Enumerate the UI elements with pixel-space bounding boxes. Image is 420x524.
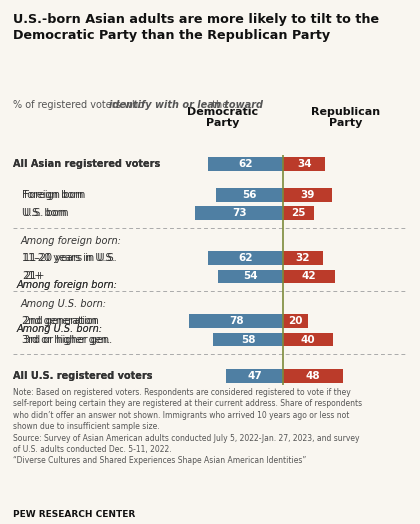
Text: 2nd generation: 2nd generation — [23, 316, 97, 326]
Text: 2nd generation: 2nd generation — [24, 316, 99, 326]
Text: 42: 42 — [302, 271, 316, 281]
Bar — [189, 314, 283, 328]
Bar — [195, 206, 283, 221]
Bar — [283, 369, 343, 383]
Bar — [283, 206, 314, 221]
Bar — [226, 369, 283, 383]
Text: 39: 39 — [300, 190, 315, 200]
Text: All Asian registered voters: All Asian registered voters — [13, 159, 160, 169]
Text: 21+: 21+ — [24, 271, 45, 281]
Text: Among foreign born:: Among foreign born: — [16, 280, 118, 290]
Bar — [208, 252, 283, 265]
Text: 11-20 years in U.S.: 11-20 years in U.S. — [24, 253, 117, 263]
Text: Republican
Party: Republican Party — [311, 107, 380, 128]
Text: 58: 58 — [241, 334, 255, 344]
Text: 54: 54 — [243, 271, 258, 281]
Text: 56: 56 — [242, 190, 257, 200]
Text: PEW RESEARCH CENTER: PEW RESEARCH CENTER — [13, 510, 135, 519]
Text: 78: 78 — [229, 316, 243, 326]
Text: 25: 25 — [291, 209, 306, 219]
Bar — [213, 333, 283, 346]
Bar — [283, 269, 335, 283]
Bar — [283, 333, 333, 346]
Text: 34: 34 — [297, 159, 312, 169]
Text: 3rd or higher gen.: 3rd or higher gen. — [24, 334, 113, 344]
Bar — [283, 157, 326, 171]
Text: 21+: 21+ — [23, 271, 43, 281]
Bar — [218, 269, 283, 283]
Text: Foreign born: Foreign born — [23, 190, 84, 200]
Text: All Asian registered voters: All Asian registered voters — [13, 159, 160, 169]
Text: 20: 20 — [288, 316, 303, 326]
Text: Among foreign born:: Among foreign born: — [16, 280, 118, 290]
Text: Among U.S. born:: Among U.S. born: — [20, 299, 106, 309]
Bar — [283, 314, 308, 328]
Text: 73: 73 — [232, 209, 247, 219]
Text: 47: 47 — [247, 371, 262, 381]
Text: 48: 48 — [306, 371, 320, 381]
Text: Foreign born: Foreign born — [24, 190, 86, 200]
Bar — [215, 188, 283, 202]
Text: Among U.S. born:: Among U.S. born: — [16, 324, 102, 334]
Text: % of registered voters who: % of registered voters who — [13, 100, 147, 110]
Bar — [283, 188, 331, 202]
Text: Among U.S. born:: Among U.S. born: — [16, 324, 102, 334]
Text: Among foreign born:: Among foreign born: — [20, 236, 121, 246]
Bar — [283, 252, 323, 265]
Text: identify with or lean toward: identify with or lean toward — [109, 100, 263, 110]
Text: 11-20 years in U.S.: 11-20 years in U.S. — [23, 253, 115, 263]
Text: 40: 40 — [301, 334, 315, 344]
Text: 62: 62 — [239, 159, 253, 169]
Text: All U.S. registered voters: All U.S. registered voters — [13, 371, 152, 381]
Text: U.S. born: U.S. born — [24, 209, 69, 219]
Text: All U.S. registered voters: All U.S. registered voters — [13, 371, 152, 381]
Text: 32: 32 — [296, 253, 310, 263]
Text: 62: 62 — [239, 253, 253, 263]
Text: Note: Based on registered voters. Respondents are considered registered to vote : Note: Based on registered voters. Respon… — [13, 388, 362, 465]
Bar — [208, 157, 283, 171]
Text: U.S.-born Asian adults are more likely to tilt to the
Democratic Party than the : U.S.-born Asian adults are more likely t… — [13, 13, 379, 41]
Text: the ...: the ... — [209, 100, 240, 110]
Text: U.S. born: U.S. born — [23, 209, 67, 219]
Text: Democratic
Party: Democratic Party — [187, 107, 258, 128]
Text: 3rd or higher gen.: 3rd or higher gen. — [23, 334, 110, 344]
